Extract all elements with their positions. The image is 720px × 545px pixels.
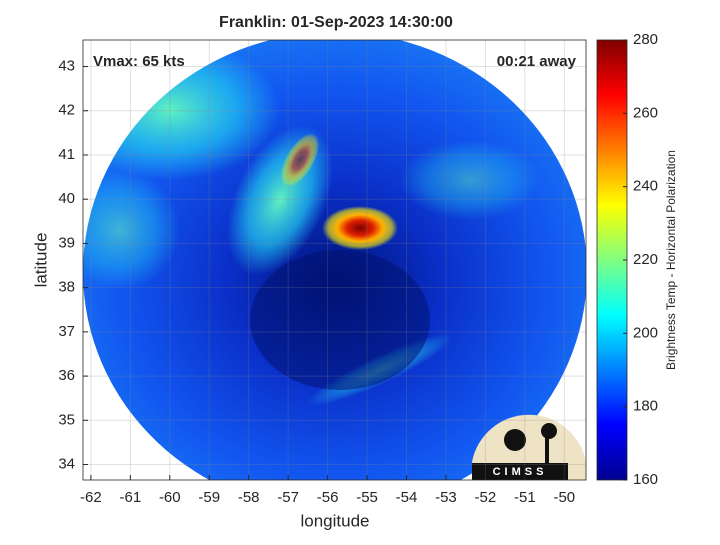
- logo: [472, 414, 586, 480]
- annotation: 00:21 away: [497, 53, 577, 70]
- x-tick-label: -62: [80, 489, 102, 506]
- x-tick-label: -61: [119, 489, 141, 506]
- y-axis-label: latitude: [31, 233, 50, 288]
- colorbar-label: Brightness Temp - Horizontal Polarizatio…: [664, 150, 678, 370]
- chart-title: Franklin: 01-Sep-2023 14:30:00: [219, 14, 453, 31]
- x-tick-label: -50: [553, 489, 575, 506]
- y-tick-label: 39: [58, 234, 75, 251]
- colorbar: [596, 39, 628, 481]
- x-tick-label: -54: [396, 489, 418, 506]
- x-tick-label: -51: [514, 489, 536, 506]
- y-tick-label: 35: [58, 411, 75, 428]
- colorbar-tick-label: 220: [633, 251, 658, 268]
- y-tick-label: 40: [58, 190, 75, 207]
- colorbar-tick-label: 280: [633, 31, 658, 48]
- x-axis-label: longitude: [300, 511, 369, 530]
- y-tick-label: 34: [58, 455, 75, 472]
- x-tick-label: -52: [475, 489, 497, 506]
- colorbar-tick-label: 240: [633, 178, 658, 195]
- y-tick-label: 36: [58, 367, 75, 384]
- annotation: Vmax: 65 kts: [93, 53, 185, 70]
- y-tick-label: 42: [58, 102, 75, 119]
- x-tick-label: -57: [277, 489, 299, 506]
- x-tick-label: -60: [159, 489, 181, 506]
- colorbar-tick-label: 180: [633, 398, 658, 415]
- colorbar-tick-label: 160: [633, 471, 658, 488]
- colorbar-tick-label: 260: [633, 104, 658, 121]
- x-tick-label: -55: [356, 489, 378, 506]
- colorbar-tick-label: 200: [633, 324, 658, 341]
- x-tick-label: -56: [317, 489, 339, 506]
- y-tick-label: 43: [58, 58, 75, 75]
- logo-text: CIMSS: [493, 466, 548, 478]
- x-tick-label: -53: [435, 489, 457, 506]
- y-tick-label: 41: [58, 146, 75, 163]
- y-tick-label: 37: [58, 323, 75, 340]
- x-tick-label: -59: [198, 489, 220, 506]
- x-tick-label: -58: [238, 489, 260, 506]
- y-tick-label: 38: [58, 279, 75, 296]
- plot-frame: [82, 39, 587, 481]
